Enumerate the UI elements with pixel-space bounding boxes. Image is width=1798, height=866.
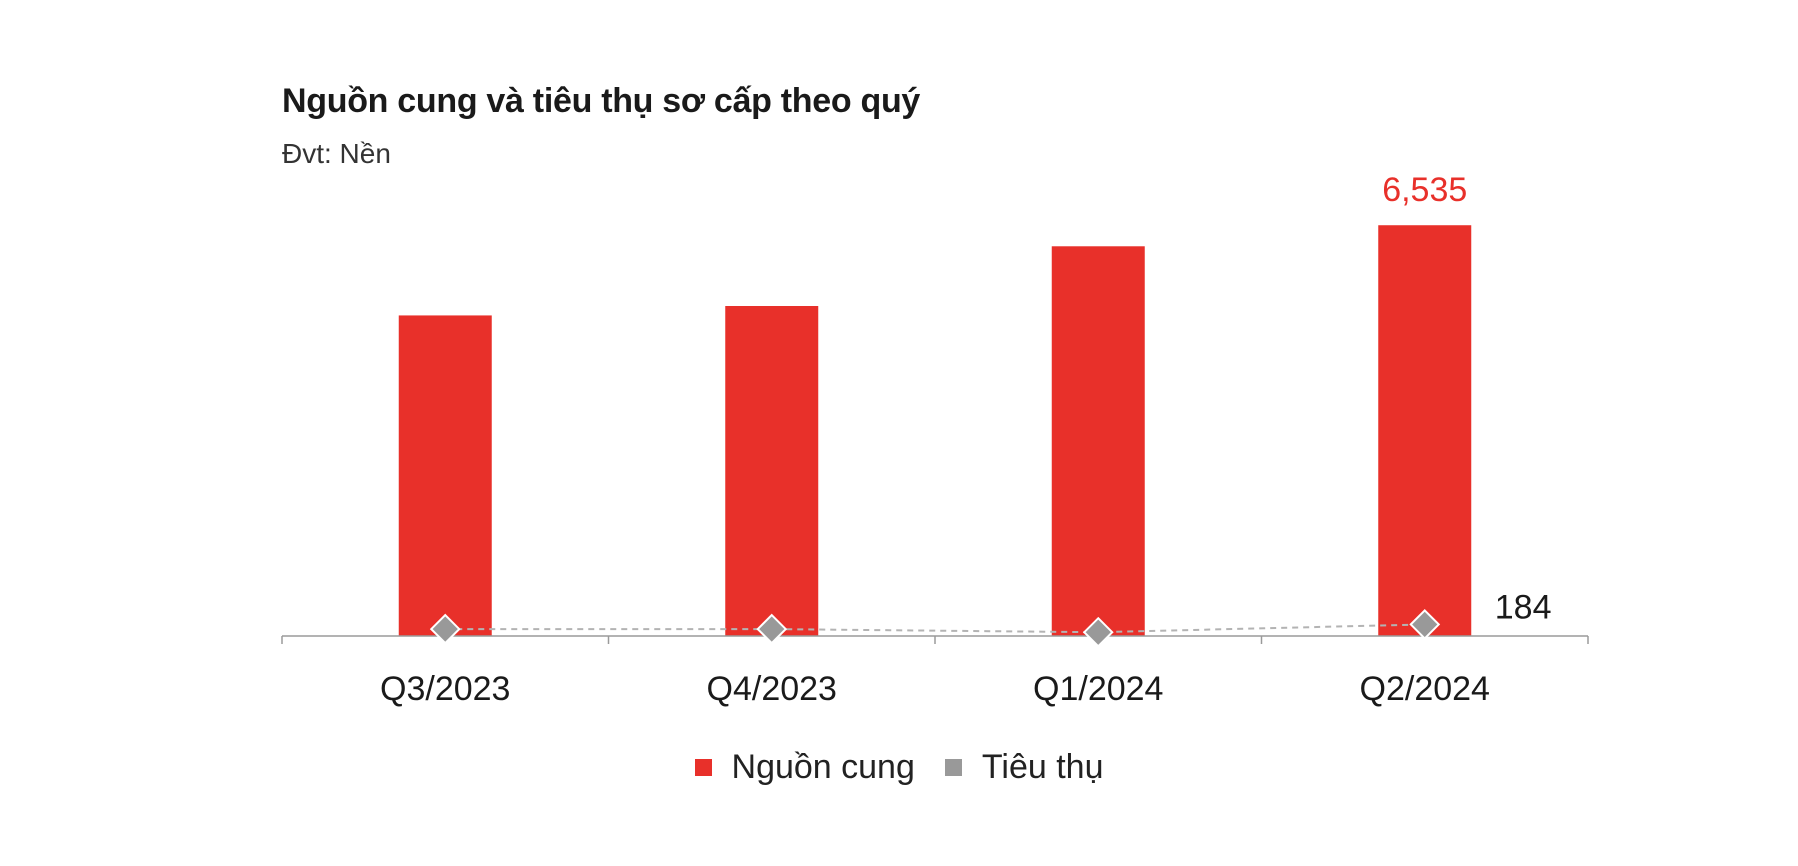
bars-layer — [398, 225, 1472, 637]
x-tick-label: Q2/2024 — [1360, 670, 1490, 708]
supply-bar-q1-2024 — [1051, 246, 1145, 637]
supply-bar-q3-2023 — [398, 315, 492, 636]
legend-label-supply: Nguồn cung — [731, 748, 915, 786]
consumption-marker-q1-2024 — [1082, 616, 1114, 648]
legend: Nguồn cung Tiêu thụ — [0, 748, 1798, 787]
data-labels-layer: 6,535 184 — [1382, 171, 1551, 626]
legend-label-consumption: Tiêu thụ — [981, 748, 1104, 786]
x-axis: Q3/2023 Q4/2023 Q1/2024 Q2/2024 — [281, 635, 1589, 708]
consumption-line — [445, 623, 1425, 634]
supply-data-label: 6,535 — [1382, 171, 1467, 209]
consumption-marker-q4-2023 — [756, 613, 788, 645]
consumption-data-label: 184 — [1495, 588, 1552, 626]
legend-item-supply: Nguồn cung — [694, 748, 915, 787]
supply-bar-q4-2023 — [725, 306, 819, 636]
x-tick-label: Q4/2023 — [707, 670, 837, 708]
legend-swatch-consumption — [944, 759, 962, 776]
legend-swatch-supply — [694, 759, 712, 776]
consumption-line-layer — [429, 609, 1441, 648]
x-tick-label: Q1/2024 — [1033, 670, 1163, 708]
supply-bar-q2-2024 — [1378, 225, 1472, 636]
chart-title: Nguồn cung và tiêu thụ sơ cấp theo quý — [282, 82, 921, 120]
legend-item-consumption: Tiêu thụ — [944, 748, 1104, 787]
consumption-marker-q2-2024 — [1409, 609, 1441, 640]
chart-unit-label: Đvt: Nền — [282, 138, 391, 169]
consumption-marker-q3-2023 — [429, 613, 461, 645]
x-tick-label: Q3/2023 — [380, 670, 510, 708]
